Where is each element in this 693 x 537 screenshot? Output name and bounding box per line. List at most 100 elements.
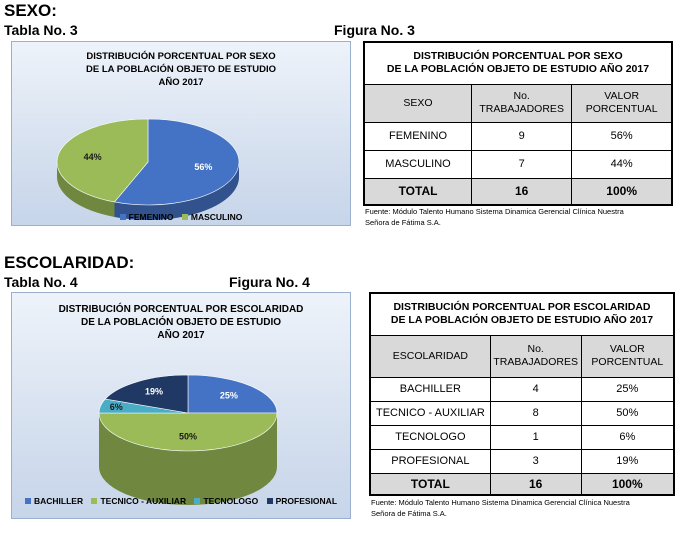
source-note-escolaridad: Fuente: Módulo Talento Humano Sistema Di… — [371, 497, 686, 519]
legend-label: TECNICO - AUXILIAR — [100, 496, 187, 506]
table-total-row: TOTAL 16 100% — [369, 472, 675, 496]
table-caption-sexo: Tabla No. 3 — [4, 22, 78, 38]
table-title-line: DISTRIBUCIÓN PORCENTUAL POR SEXO — [413, 50, 623, 63]
legend-swatch — [119, 214, 126, 220]
legend-label: FEMENINO — [128, 212, 174, 222]
table-cell: 6% — [580, 424, 675, 450]
column-header: ESCOLARIDAD — [369, 334, 491, 378]
table-title-line: DISTRIBUCIÓN PORCENTUAL POR ESCOLARIDAD — [393, 301, 651, 314]
legend-escolaridad: BACHILLER TECNICO - AUXILIAR TECNOLOGO P… — [12, 496, 350, 506]
table-cell: BACHILLER — [369, 376, 491, 402]
table-row: PROFESIONAL 3 19% — [369, 448, 675, 474]
chart-title-line: DE LA POBLACIÓN OBJETO DE ESTUDIO — [80, 317, 282, 328]
table-cell: 3 — [489, 448, 582, 474]
table-cell: 44% — [571, 149, 673, 179]
pie-data-label: 56% — [194, 162, 212, 172]
pie-slice — [113, 118, 240, 206]
table-cell: TECNOLOGO — [369, 424, 491, 450]
chart-title-line: DISTRIBUCIÓN PORCENTUAL POR SEXO — [86, 51, 276, 62]
column-header: VALOR PORCENTUAL — [580, 334, 675, 378]
pie-slice — [187, 374, 278, 414]
legend-swatch — [91, 498, 98, 504]
table-cell: 100% — [571, 177, 673, 206]
chart-sexo: DISTRIBUCIÓN PORCENTUAL POR SEXO DE LA P… — [11, 41, 351, 226]
table-row: TECNOLOGO 1 6% — [369, 424, 675, 450]
column-header: VALOR PORCENTUAL — [571, 83, 673, 123]
legend-swatch — [194, 498, 201, 504]
table-cell: 8 — [489, 400, 582, 426]
chart-title-line: AÑO 2017 — [158, 77, 204, 88]
legend-item: BACHILLER — [24, 496, 84, 506]
legend-item: MASCULINO — [181, 212, 243, 222]
table-row: FEMENINO 9 56% — [363, 121, 673, 151]
table-cell: 50% — [580, 400, 675, 426]
pie-chart-sexo: 56% 44% — [56, 118, 240, 221]
legend-item: PROFESIONAL — [266, 496, 338, 506]
pie-data-label: 6% — [110, 402, 123, 412]
pie-slice — [104, 374, 189, 414]
chart-title-line: AÑO 2017 — [157, 330, 205, 341]
table-row: BACHILLER 4 25% — [369, 376, 675, 402]
legend-label: MASCULINO — [190, 212, 243, 222]
figure-caption-escolaridad: Figura No. 4 — [229, 274, 310, 290]
table-cell: 1 — [489, 424, 582, 450]
chart-title-line: DE LA POBLACIÓN OBJETO DE ESTUDIO — [85, 64, 277, 75]
section-heading-sexo: SEXO: — [4, 1, 57, 20]
table-cell: 7 — [471, 149, 573, 179]
table-cell: 25% — [580, 376, 675, 402]
source-line: Señora de Fátima S.A. — [371, 509, 447, 518]
pie-slice — [98, 412, 278, 452]
pie-data-label: 50% — [179, 432, 197, 442]
table-title-line: DE LA POBLACIÓN OBJETO DE ESTUDIO AÑO 20… — [386, 63, 650, 76]
section-heading-escolaridad: ESCOLARIDAD: — [4, 253, 135, 272]
table-cell: 9 — [471, 121, 573, 151]
table-cell: TECNICO - AUXILIAR — [369, 400, 491, 426]
legend-item: TECNOLOGO — [194, 496, 258, 506]
table-caption-escolaridad: Tabla No. 4 — [4, 274, 78, 290]
pie-slice-side — [99, 413, 277, 505]
table-cell: 100% — [580, 472, 675, 496]
chart-title-sexo: DISTRIBUCIÓN PORCENTUAL POR SEXO DE LA P… — [12, 50, 350, 89]
table-title-line: DE LA POBLACIÓN OBJETO DE ESTUDIO AÑO 20… — [390, 314, 654, 327]
table-cell: 16 — [471, 177, 573, 206]
chart-title-escolaridad: DISTRIBUCIÓN PORCENTUAL POR ESCOLARIDAD … — [12, 303, 350, 342]
legend-label: BACHILLER — [33, 496, 84, 506]
table-title-sexo: DISTRIBUCIÓN PORCENTUAL POR SEXO DE LA P… — [363, 41, 673, 85]
column-header: No. TRABAJADORES — [489, 334, 582, 378]
table-cell: MASCULINO — [363, 149, 473, 179]
legend-swatch — [24, 498, 31, 504]
pie-data-label: 19% — [145, 387, 163, 397]
source-line: Fuente: Módulo Talento Humano Sistema Di… — [365, 207, 624, 216]
table-row: TECNICO - AUXILIAR 8 50% — [369, 400, 675, 426]
legend-swatch — [181, 214, 188, 220]
column-header: No. TRABAJADORES — [471, 83, 573, 123]
pie-data-label: 25% — [220, 391, 238, 401]
table-sexo: DISTRIBUCIÓN PORCENTUAL POR SEXO DE LA P… — [363, 41, 673, 206]
table-cell: FEMENINO — [363, 121, 473, 151]
pie-data-label: 44% — [84, 152, 102, 162]
chart-escolaridad: DISTRIBUCIÓN PORCENTUAL POR ESCOLARIDAD … — [11, 292, 351, 519]
table-title-escolaridad: DISTRIBUCIÓN PORCENTUAL POR ESCOLARIDAD … — [369, 292, 675, 336]
table-cell: 4 — [489, 376, 582, 402]
table-row: MASCULINO 7 44% — [363, 149, 673, 179]
table-cell: 16 — [489, 472, 582, 496]
source-note-sexo: Fuente: Módulo Talento Humano Sistema Di… — [365, 206, 680, 228]
pie-slice — [56, 118, 149, 203]
legend-item: TECNICO - AUXILIAR — [91, 496, 186, 506]
legend-label: TECNOLOGO — [203, 496, 259, 506]
pie-chart-escolaridad: 25% 50% 6% 19% — [98, 374, 278, 505]
source-line: Fuente: Módulo Talento Humano Sistema Di… — [371, 498, 630, 507]
legend-item: FEMENINO — [119, 212, 174, 222]
legend-sexo: FEMENINO MASCULINO — [12, 212, 350, 222]
legend-label: PROFESIONAL — [275, 496, 338, 506]
pie-slice-side — [57, 162, 115, 217]
column-header: SEXO — [363, 83, 473, 123]
chart-title-line: DISTRIBUCIÓN PORCENTUAL POR ESCOLARIDAD — [58, 304, 304, 315]
table-cell: 56% — [571, 121, 673, 151]
table-cell: TOTAL — [363, 177, 473, 206]
table-cell: TOTAL — [369, 472, 491, 496]
table-cell: PROFESIONAL — [369, 448, 491, 474]
table-escolaridad: DISTRIBUCIÓN PORCENTUAL POR ESCOLARIDAD … — [369, 292, 675, 496]
legend-swatch — [266, 498, 273, 504]
figure-caption-sexo: Figura No. 3 — [334, 22, 415, 38]
